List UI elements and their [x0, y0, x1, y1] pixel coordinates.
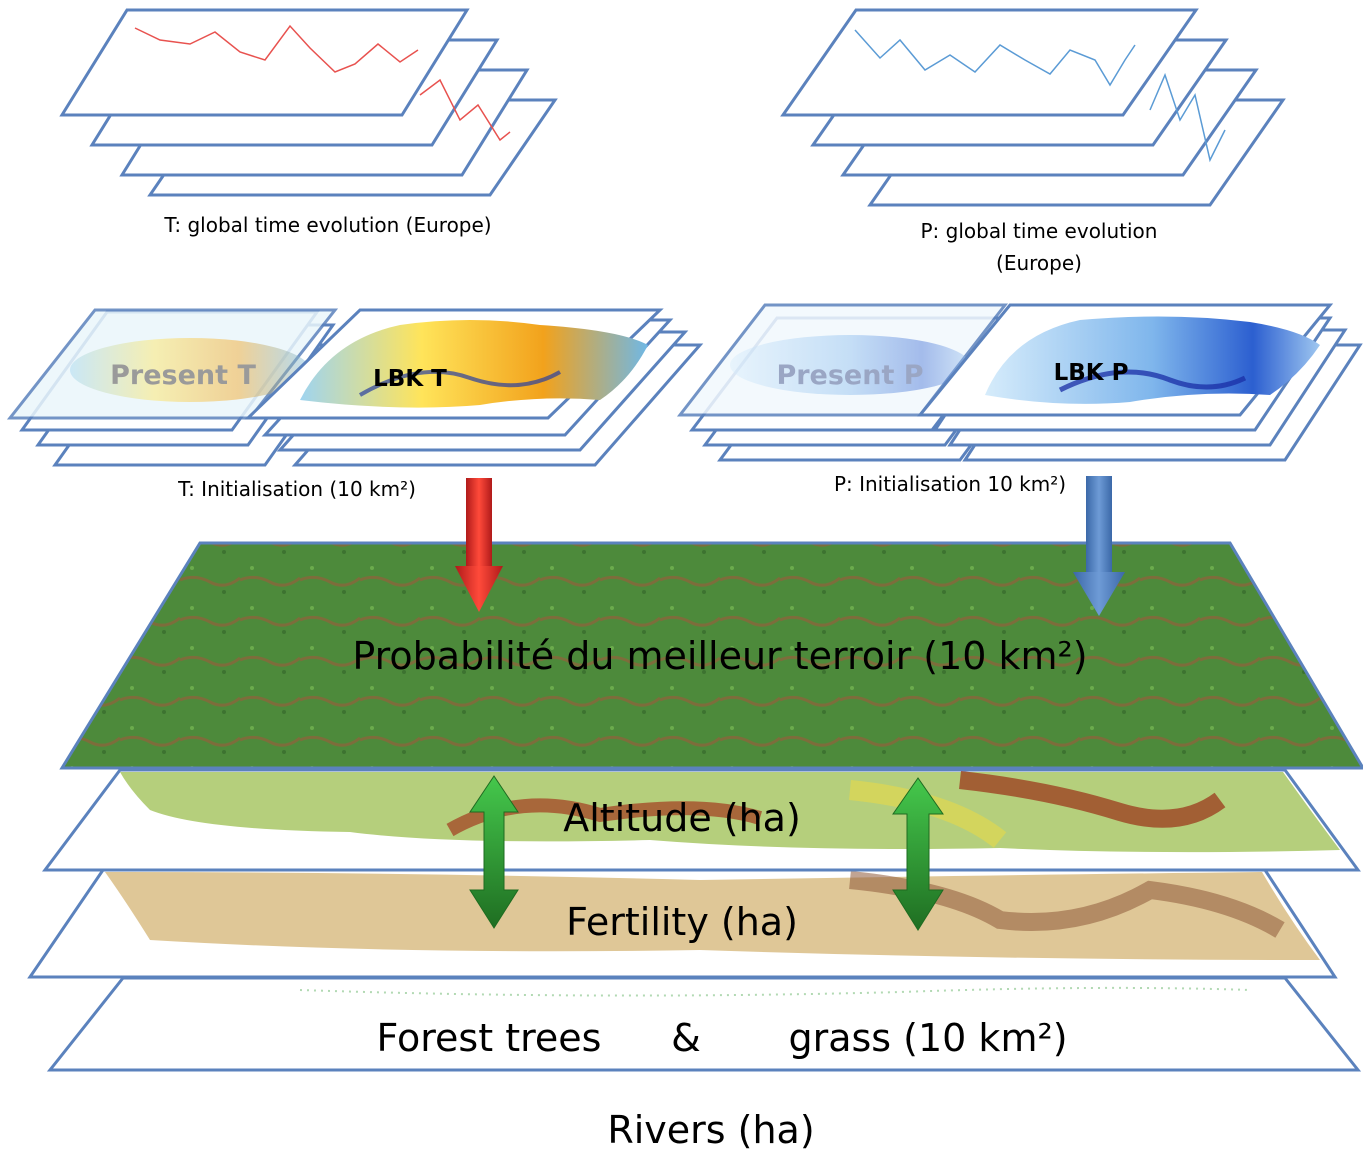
- fertility-label: Fertility (ha): [566, 900, 798, 944]
- forest-grass-layer: [46, 976, 1362, 1072]
- altitude-layer: [42, 768, 1361, 872]
- altitude-label: Altitude (ha): [563, 796, 801, 840]
- lbk-t-alps-band: [358, 369, 561, 397]
- fertility-layer: [27, 868, 1338, 979]
- temperature-map-stack: [6, 308, 704, 467]
- precipitation-init-caption: P: Initialisation 10 km²): [834, 472, 1066, 496]
- present-t-map-shape: [70, 338, 310, 402]
- forest-trees-label: Forest trees: [377, 1016, 602, 1060]
- present-t-label: Present T: [110, 360, 256, 391]
- lbk-p-alps-band: [1058, 369, 1247, 393]
- precipitation-time-caption-line1: P: global time evolution: [921, 219, 1158, 243]
- altitude-fertility-link-arrow-right: [892, 777, 944, 931]
- altitude-fertility-link-arrow-left: [469, 775, 519, 929]
- lbk-p-label: LBK P: [1054, 360, 1129, 386]
- temperature-input-arrow: [455, 478, 503, 612]
- temperature-series-sheet-1: [59, 8, 470, 117]
- temperature-init-caption: T: Initialisation (10 km²): [177, 477, 416, 501]
- precip-series-sheet-1: [780, 8, 1199, 117]
- altitude-high-band-right: [959, 771, 1226, 828]
- terroir-layer: [59, 541, 1363, 770]
- forest-grass-texture: [299, 986, 1251, 997]
- lbk-t-map-shape: [300, 320, 648, 408]
- present-p-label: Present P: [776, 360, 923, 391]
- terroir-sheet: [59, 541, 1363, 770]
- precip-series-line: [854, 29, 1136, 87]
- grass-label: grass (10 km²): [788, 1016, 1067, 1060]
- temperature-time-caption: T: global time evolution (Europe): [163, 213, 491, 237]
- precipitation-time-caption-line2: (Europe): [996, 251, 1082, 275]
- lbk-t-label: LBK T: [373, 366, 447, 392]
- temperature-series-line: [134, 24, 419, 73]
- rivers-label: Rivers (ha): [607, 1108, 814, 1151]
- precipitation-time-series-stack: [780, 8, 1286, 207]
- fertility-map-shape: [105, 872, 1320, 960]
- temperature-series-line-back: [419, 78, 511, 142]
- forest-grass-sheet: [46, 976, 1362, 1072]
- precip-series-line-back: [1149, 72, 1226, 163]
- precipitation-input-arrow: [1073, 476, 1125, 616]
- present-p-map-shape: [730, 335, 970, 395]
- terroir-label: Probabilité du meilleur terroir (10 km²): [352, 634, 1087, 678]
- temperature-time-series-stack: [59, 8, 558, 197]
- forest-ampersand-label: &: [671, 1016, 701, 1060]
- precipitation-map-stack: [676, 303, 1363, 462]
